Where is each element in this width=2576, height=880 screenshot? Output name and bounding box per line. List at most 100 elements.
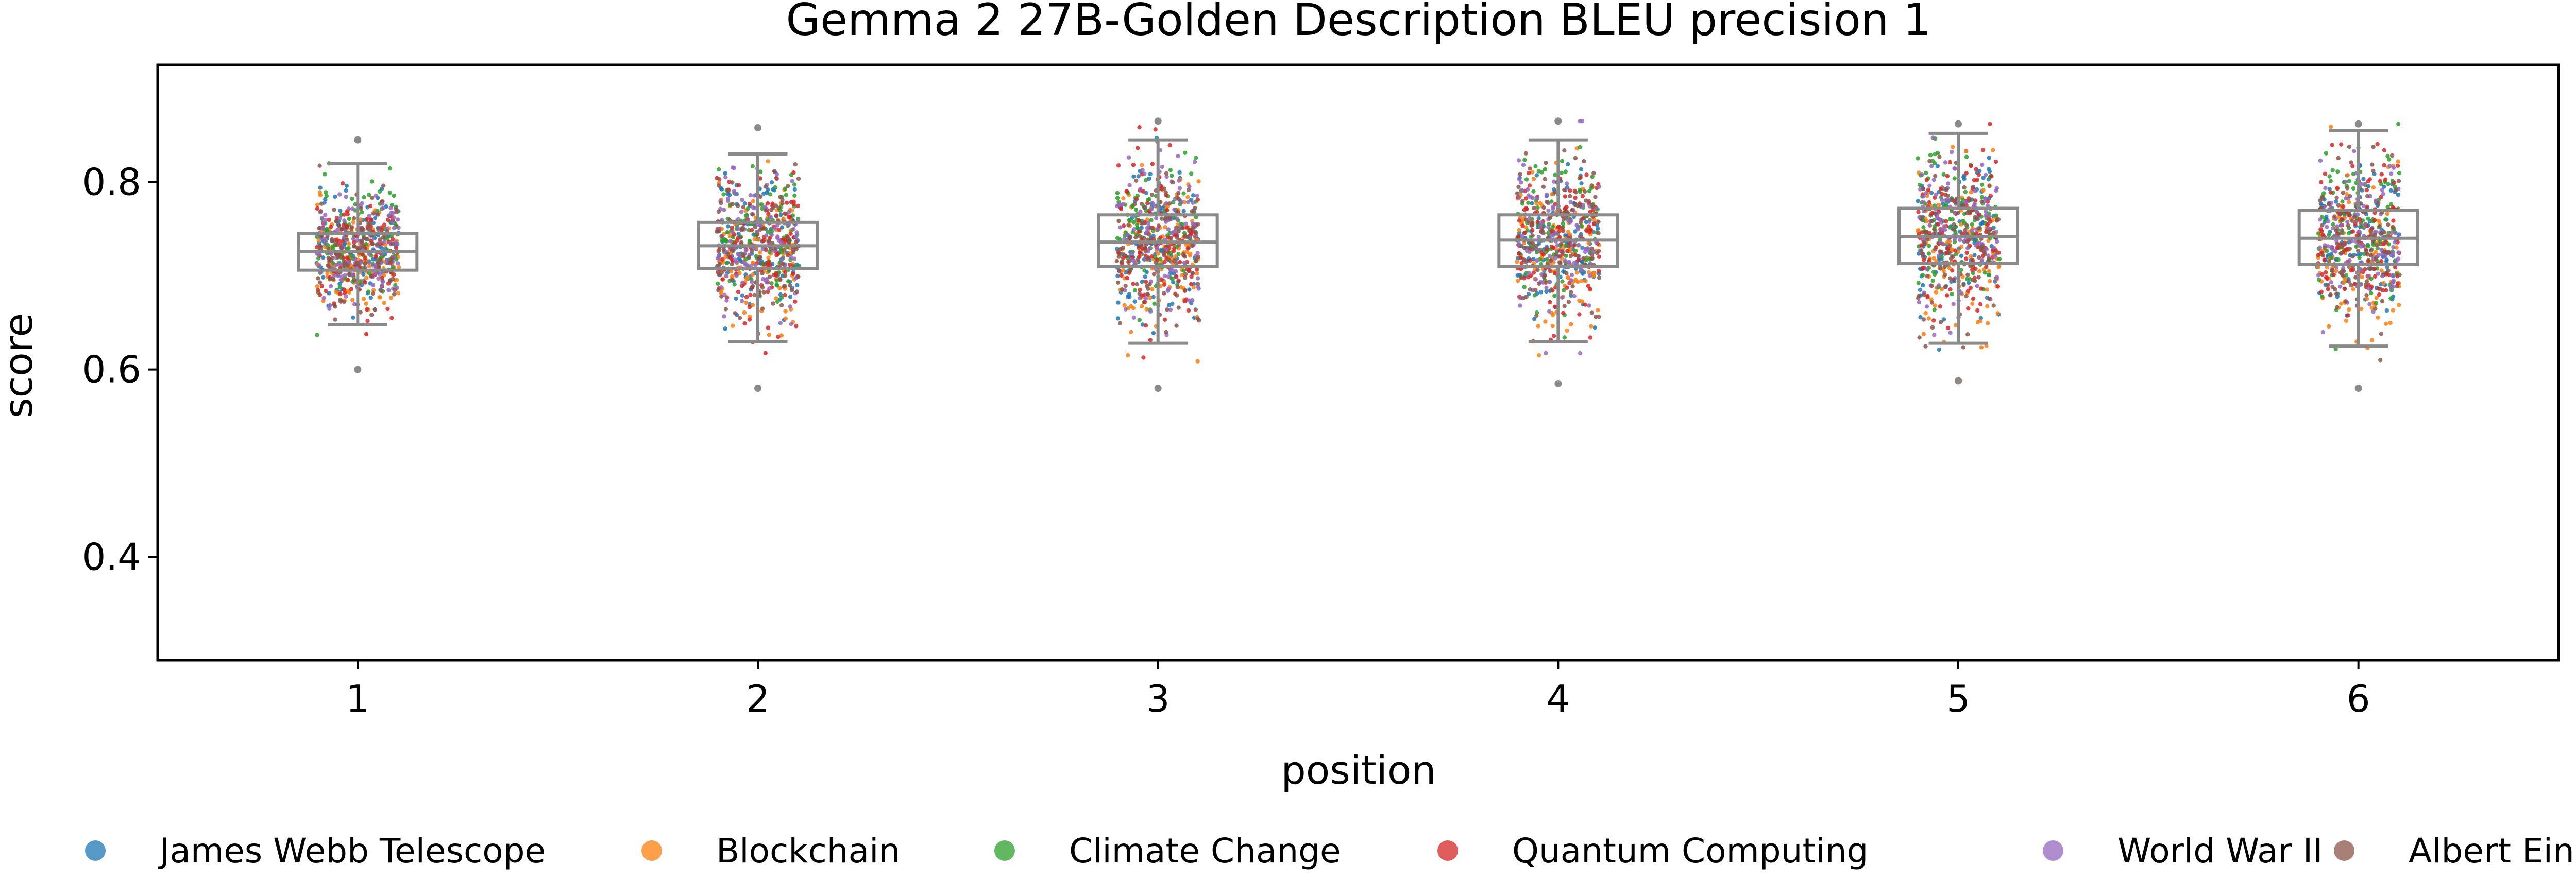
data-point: [1564, 271, 1569, 276]
data-point: [1596, 231, 1601, 235]
boxplot-position-1: [297, 136, 419, 373]
data-point: [1515, 260, 1519, 264]
data-point: [2383, 321, 2388, 326]
data-point: [374, 193, 378, 198]
data-point: [344, 183, 349, 188]
data-point: [369, 179, 375, 184]
data-point: [2316, 265, 2321, 270]
data-point: [390, 237, 395, 241]
data-point: [1974, 216, 1979, 221]
data-point: [775, 236, 780, 240]
data-point: [789, 288, 794, 292]
data-point: [780, 198, 785, 202]
data-point: [2361, 177, 2366, 181]
data-point: [1190, 209, 1194, 214]
data-point: [1127, 218, 1132, 223]
data-point: [1972, 253, 1977, 257]
data-point: [1544, 351, 1548, 356]
data-point: [1184, 250, 1190, 254]
data-point: [1162, 291, 1166, 296]
data-point: [332, 208, 336, 212]
data-point: [2344, 273, 2349, 278]
data-point: [1550, 313, 1555, 317]
data-point: [779, 225, 785, 230]
data-point: [1196, 179, 1201, 184]
data-point: [1952, 176, 1957, 181]
data-point: [1131, 220, 1136, 225]
data-point: [1131, 174, 1136, 179]
data-point: [1130, 251, 1135, 256]
data-point: [1921, 317, 1926, 322]
data-point: [1945, 293, 1950, 298]
data-point: [1916, 281, 1921, 285]
data-point: [1950, 149, 1954, 154]
data-point: [2316, 253, 2320, 257]
data-point: [779, 295, 784, 300]
data-point: [1997, 257, 2002, 262]
data-point: [2396, 250, 2401, 255]
data-point: [1118, 225, 1123, 230]
data-point: [2382, 148, 2387, 152]
data-point: [1176, 305, 1181, 310]
data-point: [736, 289, 741, 294]
data-point: [764, 233, 769, 238]
data-point: [1961, 218, 1965, 223]
data-point: [1535, 210, 1539, 214]
data-point: [1529, 223, 1534, 228]
data-point: [2338, 251, 2343, 256]
data-point: [370, 291, 376, 296]
data-point: [1194, 231, 1198, 235]
data-point: [1981, 188, 1986, 193]
data-point: [2376, 315, 2380, 320]
data-point: [730, 248, 734, 253]
data-point: [2396, 303, 2401, 307]
data-point: [1589, 324, 1594, 329]
data-point: [1182, 254, 1187, 259]
data-point: [1563, 169, 1568, 174]
data-point: [1942, 228, 1947, 232]
data-point: [2369, 276, 2374, 281]
data-point: [1136, 218, 1141, 223]
data-point: [1985, 203, 1990, 208]
data-point: [1195, 271, 1199, 275]
data-point: [1120, 259, 1125, 264]
data-point: [1569, 208, 1574, 213]
data-point: [2325, 249, 2329, 253]
data-point: [1973, 188, 1977, 194]
data-point: [2331, 272, 2336, 277]
data-point: [2337, 231, 2342, 236]
data-point: [1987, 211, 1991, 216]
data-point: [2339, 301, 2344, 306]
data-point: [1926, 251, 1931, 256]
data-point: [736, 217, 741, 221]
data-point: [1187, 229, 1192, 233]
data-point: [2369, 291, 2374, 296]
data-point: [1535, 196, 1540, 201]
data-point: [2372, 274, 2378, 279]
data-point: [721, 192, 726, 197]
data-point: [778, 278, 783, 282]
data-point: [1952, 227, 1956, 232]
data-point: [776, 335, 781, 339]
data-point: [1933, 174, 1938, 179]
outlier-point: [2354, 385, 2362, 392]
data-point: [1168, 307, 1173, 312]
data-point: [336, 223, 342, 228]
data-point: [1974, 243, 1978, 248]
data-point: [1175, 235, 1180, 240]
data-point: [1965, 332, 1970, 337]
data-point: [2321, 191, 2326, 196]
data-point: [2351, 287, 2355, 291]
data-point: [1590, 203, 1595, 208]
data-point: [1132, 299, 1137, 304]
data-point: [1524, 196, 1529, 201]
data-point: [2396, 179, 2401, 183]
data-point: [2323, 171, 2328, 176]
data-point: [345, 237, 349, 242]
data-point: [737, 271, 742, 275]
data-point: [1138, 296, 1142, 301]
data-point: [2336, 257, 2341, 262]
data-point: [2347, 194, 2352, 199]
data-point: [1597, 249, 1601, 253]
x-axis-label: position: [1281, 747, 1436, 793]
